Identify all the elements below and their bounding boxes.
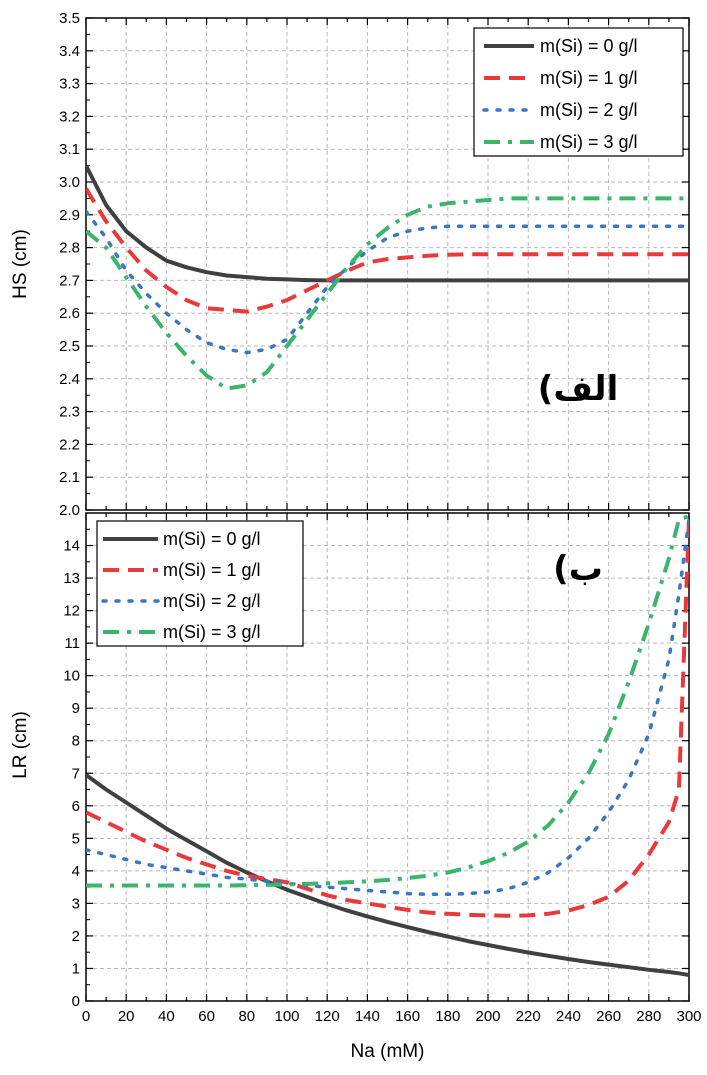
- legend-label-1: m(Si) = 1 g/l: [540, 68, 638, 88]
- y-tick-label: 5: [72, 830, 80, 847]
- series-line-0: [86, 773, 689, 977]
- y-tick-label: 2.0: [59, 502, 80, 519]
- y-tick-label: 13: [63, 570, 80, 587]
- legend-box: [473, 27, 684, 157]
- x-tick-label: 220: [516, 1008, 541, 1025]
- series-group: [86, 514, 689, 977]
- y-axis-title: HS (cm): [10, 229, 31, 299]
- series-line-3: [86, 196, 689, 391]
- series-line-3: [86, 514, 689, 888]
- y-axis-title: LR (cm): [10, 711, 31, 779]
- y-tick-label: 2.3: [59, 404, 80, 421]
- x-tick-label: 60: [198, 1008, 215, 1025]
- y-tick-label: 3.2: [59, 108, 80, 125]
- y-tick-label: 3.4: [59, 43, 80, 60]
- series-line-0: [86, 164, 689, 283]
- legend-label-0: m(Si) = 0 g/l: [163, 529, 261, 549]
- y-tick-label: 2.4: [59, 371, 80, 388]
- x-tick-label: 280: [636, 1008, 661, 1025]
- y-tick-label: 3.0: [59, 174, 80, 191]
- y-tick-label: 14: [63, 538, 80, 555]
- y-tick-label: 11: [64, 635, 80, 652]
- x-tick-label: 100: [274, 1008, 299, 1025]
- y-tick-label: 2.9: [59, 207, 80, 224]
- y-tick-label: 2: [72, 928, 80, 945]
- y-tick-label: 2.5: [59, 338, 80, 355]
- y-tick-label: 7: [72, 765, 80, 782]
- y-tick-label: 2.2: [59, 436, 80, 453]
- legend-label-2: m(Si) = 2 g/l: [163, 591, 261, 611]
- y-tick-label: 3.5: [59, 10, 80, 27]
- y-tick-label: 10: [63, 668, 80, 685]
- y-tick-label: 12: [63, 603, 80, 620]
- x-tick-label: 180: [435, 1008, 460, 1025]
- panel-label: (الف: [538, 369, 618, 409]
- y-tick-label: 9: [72, 700, 80, 717]
- legend-label-1: m(Si) = 1 g/l: [163, 560, 261, 580]
- x-axis-title: Na (mM): [351, 1041, 425, 1062]
- x-tick-label: 120: [315, 1008, 340, 1025]
- legend: m(Si) = 0 g/l m(Si) = 1 g/l m(Si) = 2 g/l m…: [96, 520, 304, 647]
- panel-top-hs: 2.0 2.1 2.2 2.3 2.4 2.5 2.6 2.7 2.8 2.9 3.0 3.1 3.2 3…: [10, 10, 690, 519]
- x-tick-label: 240: [556, 1008, 581, 1025]
- y-tick-label: 3.1: [59, 141, 80, 158]
- series-line-2: [86, 517, 689, 897]
- y-tick-label: 2.1: [59, 469, 80, 486]
- legend-label-3: m(Si) = 3 g/l: [163, 622, 261, 642]
- x-tick-label: 0: [82, 1008, 90, 1025]
- panel-label: (ب: [553, 549, 603, 589]
- y-tick-label: 0: [72, 993, 80, 1010]
- y-tick-label: 2.6: [59, 305, 80, 322]
- x-tick-label: 200: [475, 1008, 500, 1025]
- x-tick-label: 140: [355, 1008, 380, 1025]
- y-tick-label: 2.8: [59, 240, 80, 257]
- x-tick-label: 160: [395, 1008, 420, 1025]
- y-tick-label: 3.3: [59, 76, 80, 93]
- y-tick-label: 8: [72, 733, 80, 750]
- series-group: [86, 164, 689, 391]
- y-tick-label: 4: [72, 863, 80, 880]
- x-tick-label: 300: [676, 1008, 701, 1025]
- y-tick-label: 6: [72, 798, 80, 815]
- x-tick-label: 20: [118, 1008, 135, 1025]
- gridlines: [86, 18, 689, 510]
- y-tick-label: 1: [72, 960, 80, 977]
- series-line-2: [86, 209, 689, 355]
- x-tick-label: 40: [158, 1008, 175, 1025]
- legend-label-0: m(Si) = 0 g/l: [540, 36, 638, 56]
- legend-label-3: m(Si) = 3 g/l: [540, 132, 638, 152]
- y-tick-label: 3: [72, 895, 80, 912]
- legend: m(Si) = 0 g/l m(Si) = 1 g/l m(Si) = 2 g/l m…: [473, 27, 684, 157]
- series-line-1: [86, 187, 689, 314]
- series-line-1: [86, 519, 689, 918]
- y-tick-label: 2.7: [59, 272, 80, 289]
- x-tick-label: 260: [596, 1008, 621, 1025]
- legend-box: [96, 520, 304, 647]
- legend-label-2: m(Si) = 2 g/l: [540, 100, 638, 120]
- x-tick-label: 80: [238, 1008, 255, 1025]
